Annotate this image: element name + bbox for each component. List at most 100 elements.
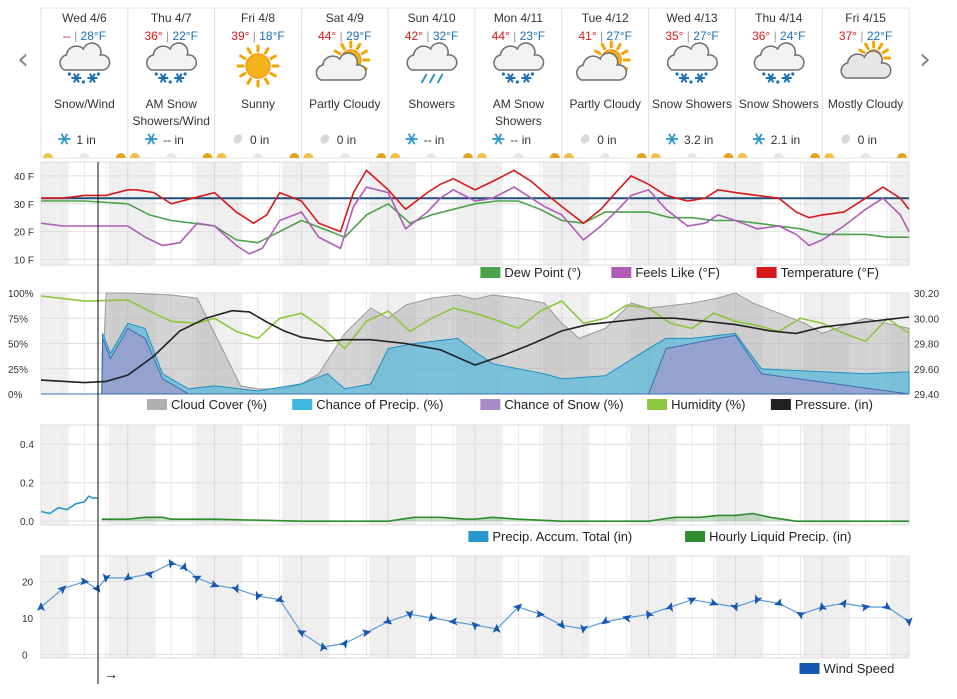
snowflake-icon <box>145 133 158 145</box>
raindrop-icon <box>233 134 243 144</box>
night-band <box>716 162 736 265</box>
snowflake-mark <box>71 73 82 83</box>
night-band <box>369 425 389 525</box>
temperature-background <box>40 161 910 266</box>
wind-direction-arrow <box>686 597 697 606</box>
cloud-shape <box>840 50 892 79</box>
cloud-outline <box>59 42 111 71</box>
night-band <box>561 162 590 265</box>
legend-item[interactable]: Precip. Accum. Total (in) <box>468 529 632 544</box>
cloud-shape <box>493 42 545 71</box>
raindrop-icon <box>841 134 850 144</box>
day-column[interactable]: Mon 4/11 44° | 23°F AM Snow Showers -- in <box>474 8 560 158</box>
legend-item[interactable]: Dew Point (°) <box>480 265 581 280</box>
snow-dot <box>154 72 158 76</box>
sun-ray <box>269 72 277 78</box>
temp-separator: | <box>423 29 433 43</box>
day-column[interactable]: Fri 4/8 39° | 18°F Sunny 0 in <box>214 8 300 158</box>
legend-label: Feels Like (°F) <box>635 265 720 280</box>
y-tick-label: 30.00 <box>914 314 939 325</box>
legend-item[interactable]: Humidity (%) <box>647 397 746 412</box>
cloud-outline <box>315 52 367 81</box>
chevron-left-icon: ‹ <box>17 42 29 77</box>
high-temp: 44° <box>492 29 510 43</box>
day-label: Fri 4/8 <box>241 11 275 25</box>
hi-lo-temps: 39° | 18°F <box>231 29 284 43</box>
legend-item[interactable]: Cloud Cover (%) <box>147 397 267 412</box>
night-band <box>41 162 69 265</box>
sunset-icon <box>810 153 821 158</box>
snow-dot <box>530 72 535 76</box>
y-tick-label: 100% <box>8 289 34 300</box>
cloud-outline <box>840 50 892 79</box>
wind-direction-arrow <box>255 590 264 601</box>
night-band <box>369 162 389 265</box>
precip-amount: 0 in <box>337 133 356 147</box>
precip-amount: 3.2 in <box>684 133 713 147</box>
day-label: Sun 4/10 <box>408 11 456 25</box>
day-label: Tue 4/12 <box>582 11 629 25</box>
sunrise-icon <box>43 153 53 158</box>
night-band <box>214 556 243 658</box>
hi-lo-temps: 36° | 24°F <box>752 29 805 43</box>
night-band <box>716 425 736 525</box>
legend-item[interactable]: Chance of Snow (%) <box>480 397 624 412</box>
rain-streak <box>420 73 428 84</box>
y-tick-label: 10 <box>22 614 34 625</box>
legend-swatch <box>770 399 791 410</box>
snow-dot <box>168 80 172 84</box>
sunset-icon <box>463 153 473 158</box>
legend-item[interactable]: Pressure. (in) <box>770 397 873 412</box>
condition-text: Sunny <box>241 97 275 111</box>
day-label: Sat 4/9 <box>326 11 364 25</box>
forecast-header: Wed 4/6 -- | 28°F Snow/Wind 1 in Thu 4/7 36° … <box>40 7 910 159</box>
next-days-button[interactable]: › <box>910 40 940 80</box>
moon-icon <box>79 153 90 158</box>
condition-text: AM Snow <box>493 97 545 111</box>
condition-text: Showers <box>495 114 542 128</box>
sunset-icon <box>897 153 907 158</box>
day-column[interactable]: Tue 4/12 41° | 27°F Partly Cloudy 0 in <box>561 8 647 158</box>
wind-y-axis: 20 10 0 <box>22 578 34 662</box>
sun-ray <box>239 72 247 78</box>
day-column[interactable]: Sun 4/10 42° | 32°F Showers -- in <box>387 8 473 158</box>
hourly-precip-fill <box>101 513 910 522</box>
day-column[interactable]: Thu 4/7 36° | 22°F AM Snow Showers/Wind -- i… <box>127 8 213 158</box>
cloud-outline <box>493 42 545 71</box>
wind-direction-arrow <box>448 617 458 626</box>
legend-swatch <box>468 531 489 542</box>
low-temp: 22°F <box>172 29 197 43</box>
legend-item[interactable]: Chance of Precip. (%) <box>292 397 443 412</box>
wind-direction-arrow <box>881 601 892 611</box>
prev-days-button[interactable]: ‹ <box>8 40 38 80</box>
wind-direction-arrow <box>471 621 481 631</box>
legend-label: Chance of Snow (%) <box>504 397 623 412</box>
cloud-outline <box>666 42 718 71</box>
moon-icon <box>339 153 350 158</box>
high-temp: 35° <box>665 29 683 43</box>
precipitation-frame <box>40 424 910 526</box>
legend-label: Hourly Liquid Precip. (in) <box>709 529 851 544</box>
day-column[interactable]: Sat 4/9 44° | 29°F Partly Cloudy 0 in <box>300 8 387 158</box>
wind-direction-arrow <box>622 614 632 623</box>
day-label: Thu 4/7 <box>151 11 192 25</box>
legend-label: Precip. Accum. Total (in) <box>492 529 632 544</box>
legend-item[interactable]: Wind Speed <box>799 661 895 676</box>
legend-item[interactable]: Hourly Liquid Precip. (in) <box>685 529 851 544</box>
night-band <box>127 162 156 265</box>
wind-direction-arrow <box>339 639 348 649</box>
wind-direction-arrow <box>179 562 187 572</box>
legend-label: Cloud Cover (%) <box>171 397 267 412</box>
snowflake-icon <box>666 133 678 145</box>
day-column[interactable]: Fri 4/15 37° | 22°F Mostly Cloudy 0 in <box>821 8 907 158</box>
night-band <box>301 162 330 265</box>
legend-item[interactable]: Feels Like (°F) <box>611 265 720 280</box>
day-column[interactable]: Wed 4/6 -- | 28°F Snow/Wind 1 in <box>43 11 126 158</box>
high-temp: 39° <box>231 29 249 43</box>
feels-like-series <box>40 186 910 255</box>
wind-direction-arrow <box>361 629 372 638</box>
day-column[interactable]: Thu 4/14 36° | 24°F Snow Showers 2.1 in <box>734 8 821 158</box>
legend-item[interactable]: Temperature (°F) <box>756 265 879 280</box>
high-temp: 42° <box>405 29 423 43</box>
day-column[interactable]: Wed 4/13 35° | 27°F Snow Showers 3.2 in <box>648 8 734 158</box>
